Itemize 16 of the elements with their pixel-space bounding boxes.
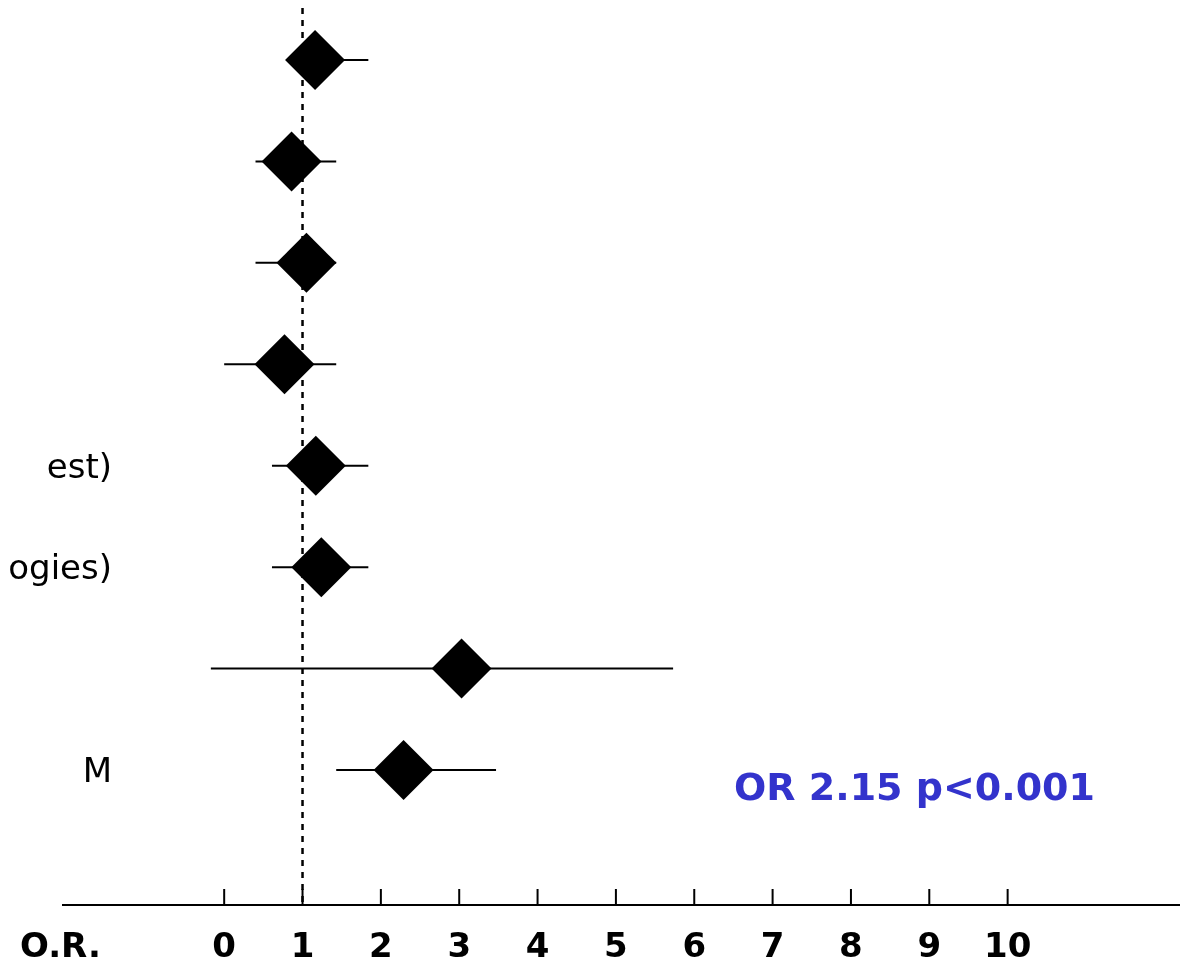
y-tick-label: M bbox=[82, 750, 112, 790]
x-tick-label: 6 bbox=[682, 925, 707, 965]
x-tick-label: 10 bbox=[983, 925, 1032, 965]
x-tick-label: 0 bbox=[212, 925, 237, 965]
x-tick-label: 4 bbox=[525, 925, 550, 965]
x-tick-label: 9 bbox=[917, 925, 942, 965]
x-axis-title: O.R. bbox=[20, 925, 101, 965]
x-tick-label: 8 bbox=[839, 925, 863, 965]
x-tick-label: 1 bbox=[290, 925, 315, 965]
x-tick-label: 2 bbox=[369, 925, 393, 965]
annotation: OR 2.15 p<0.001 bbox=[733, 765, 1095, 809]
x-tick-label: 3 bbox=[447, 925, 472, 965]
y-tick-label: est) bbox=[46, 445, 112, 486]
y-tick-label: ogies) bbox=[8, 547, 112, 588]
x-tick-label: 5 bbox=[604, 925, 628, 965]
x-tick-label: 7 bbox=[760, 925, 785, 965]
